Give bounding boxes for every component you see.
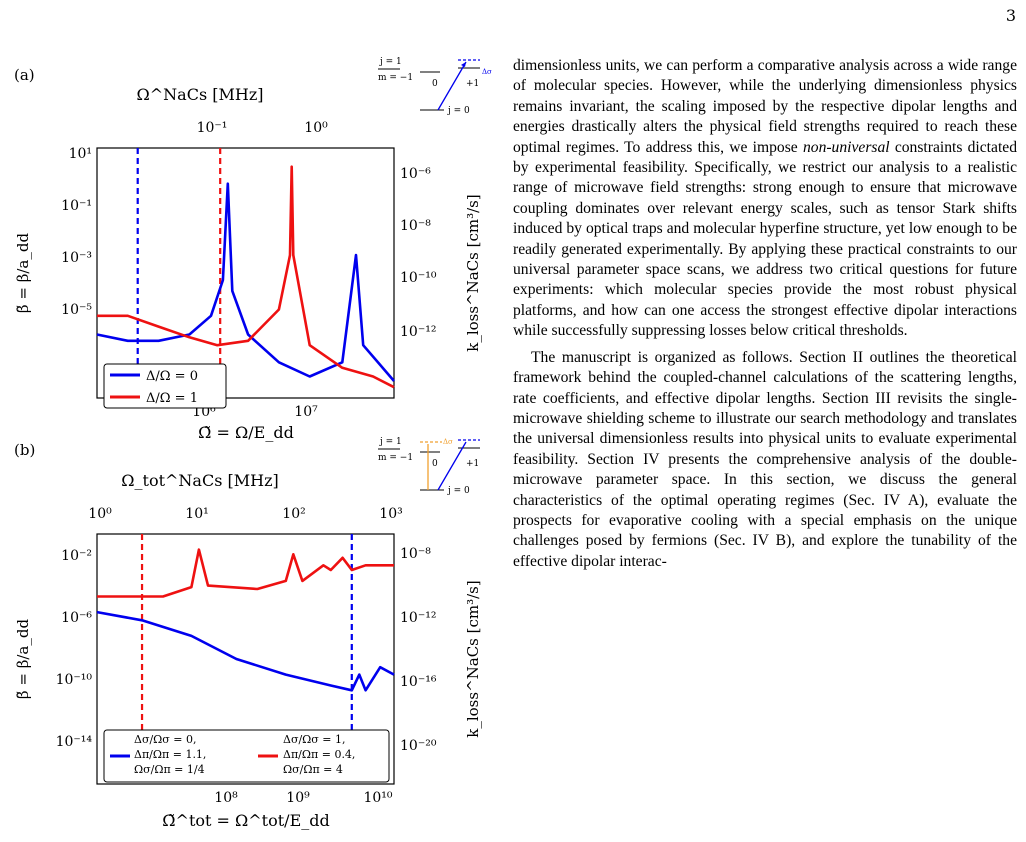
top-tick-a-0: 10⁻¹	[197, 120, 228, 136]
inset-plus1-label: +1	[466, 79, 479, 89]
legend-b-0-line1: Δπ/Ωπ = 1.1,	[134, 748, 206, 761]
top-tick-b-2: 10²	[282, 506, 305, 522]
legend-b: Δσ/Ωσ = 0, Δπ/Ωπ = 1.1, Ωσ/Ωπ = 1/4 Δσ/Ω…	[103, 729, 390, 783]
bottom-tick-b-0: 10⁸	[214, 790, 238, 806]
left-tick-a-1: 10⁻¹	[61, 198, 92, 214]
figure-a: (a) j = 1 m = −1 0 +1 Δσ j = 0 Ω^NaCs [M…	[0, 50, 500, 442]
inset-delta-label: Δσ	[482, 68, 492, 76]
legend-b-0-line0: Δσ/Ωσ = 0,	[134, 733, 197, 746]
legend-b-0-line2: Ωσ/Ωπ = 1/4	[134, 763, 205, 776]
plot-area-a	[96, 148, 395, 398]
figure-b: (b) j = 1 m = −1 0 +1 Δσ j = 0 Ω_tot^NaC…	[0, 430, 500, 842]
panel-label-a: (a)	[14, 66, 35, 84]
figure-a-svg: (a) j = 1 m = −1 0 +1 Δσ j = 0 Ω^NaCs [M…	[14, 57, 492, 442]
legend-b-1-line0: Δσ/Ωσ = 1,	[283, 733, 346, 746]
left-tick-a-2: 10⁻³	[61, 250, 92, 266]
right-ticks-a: 10⁻⁶ 10⁻⁸ 10⁻¹⁰ 10⁻¹²	[400, 166, 437, 340]
inset-j1-label: j = 1	[379, 57, 402, 67]
panel-label-b: (b)	[14, 441, 35, 459]
top-ticks-a: 10⁻¹ 10⁰	[197, 120, 329, 136]
inset-j0-label: j = 0	[447, 106, 470, 116]
bottom-ticks-b: 10⁸ 10⁹ 10¹⁰	[214, 790, 393, 806]
legend-b-1-line2: Ωσ/Ωπ = 4	[283, 763, 343, 776]
legend-b-1-line1: Δπ/Ωπ = 0.4,	[283, 748, 355, 761]
left-tick-a-3: 10⁻⁵	[61, 302, 92, 318]
inset-b-zero-label: 0	[432, 459, 438, 469]
bottom-tick-b-1: 10⁹	[286, 790, 310, 806]
left-ticks-a: 10¹ 10⁻¹ 10⁻³ 10⁻⁵	[61, 146, 92, 318]
top-tick-b-0: 10⁰	[88, 506, 112, 522]
paragraph-1-part-1: dimensionless units, we can perform a co…	[513, 57, 1017, 156]
text-column: dimensionless units, we can perform a co…	[513, 56, 1017, 572]
bottom-tick-b-2: 10¹⁰	[363, 790, 392, 806]
page-number: 3	[1005, 6, 1016, 25]
inset-b-j0-label: j = 0	[447, 486, 470, 496]
bottom-axis-label-a: Ω̃ = Ω/E_dd	[198, 423, 294, 442]
left-tick-b-2: 10⁻¹⁰	[56, 672, 93, 688]
top-ticks-b: 10⁰ 10¹ 10² 10³	[88, 506, 402, 522]
legend-a-0: Δ/Ω = 0	[146, 369, 198, 384]
inset-level-diagram-b: j = 1 m = −1 0 +1 Δσ j = 0	[378, 437, 480, 496]
top-tick-a-1: 10⁰	[304, 120, 328, 136]
left-ticks-b: 10⁻² 10⁻⁶ 10⁻¹⁰ 10⁻¹⁴	[56, 548, 93, 750]
right-axis-label-a: k_loss^NaCs [cm³/s]	[464, 194, 482, 352]
left-axis-label-b: β̃ = β/a_dd	[14, 619, 32, 700]
series-line-0	[96, 182, 395, 382]
top-axis-label-a: Ω^NaCs [MHz]	[137, 85, 264, 104]
left-tick-b-0: 10⁻²	[61, 548, 92, 564]
legend-a: Δ/Ω = 0 Δ/Ω = 1	[103, 363, 227, 409]
top-tick-b-1: 10¹	[185, 506, 208, 522]
inset-b-m-label: m = −1	[378, 453, 413, 463]
paragraph-1-emphasis: non-universal	[802, 138, 890, 156]
top-tick-b-3: 10³	[379, 506, 402, 522]
right-tick-a-1: 10⁻⁸	[400, 218, 431, 234]
plot-area-b	[96, 534, 395, 784]
right-axis-label-b: k_loss^NaCs [cm³/s]	[464, 580, 482, 738]
plot-frame-b	[96, 533, 395, 785]
paragraph-1-part-2: constraints dictated by experimental fea…	[513, 138, 1017, 340]
figure-b-svg: (b) j = 1 m = −1 0 +1 Δσ j = 0 Ω_tot^NaC…	[14, 437, 482, 830]
top-axis-label-b: Ω_tot^NaCs [MHz]	[121, 471, 279, 490]
bottom-axis-label-b: Ω̃^tot = Ω^tot/E_dd	[162, 811, 329, 830]
paragraph-1: dimensionless units, we can perform a co…	[513, 56, 1017, 342]
inset-b-plus1-label: +1	[466, 459, 479, 469]
bottom-tick-a-1: 10⁷	[294, 404, 318, 420]
inset-b-delta-label: Δσ	[443, 438, 453, 446]
series-line-1	[97, 548, 394, 598]
right-tick-a-3: 10⁻¹²	[400, 324, 436, 340]
inset-zero-label: 0	[432, 79, 438, 89]
right-tick-a-0: 10⁻⁶	[400, 166, 431, 182]
right-tick-b-1: 10⁻¹²	[400, 610, 436, 626]
left-tick-b-1: 10⁻⁶	[61, 610, 92, 626]
inset-m-label: m = −1	[378, 73, 413, 83]
paragraph-2: The manuscript is organized as follows. …	[513, 348, 1017, 570]
left-axis-label-a: β̃ = β/a_dd	[14, 233, 32, 314]
plot-frame-a	[96, 147, 395, 399]
series-line-0	[96, 610, 395, 692]
right-tick-b-2: 10⁻¹⁶	[400, 674, 437, 690]
right-tick-b-0: 10⁻⁸	[400, 546, 431, 562]
left-tick-b-3: 10⁻¹⁴	[56, 734, 93, 750]
left-tick-a-0: 10¹	[69, 146, 92, 162]
legend-a-1: Δ/Ω = 1	[146, 391, 198, 406]
right-ticks-b: 10⁻⁸ 10⁻¹² 10⁻¹⁶ 10⁻²⁰	[400, 546, 437, 754]
right-tick-b-3: 10⁻²⁰	[400, 738, 437, 754]
inset-b-j1-label: j = 1	[379, 437, 402, 447]
right-tick-a-2: 10⁻¹⁰	[400, 270, 437, 286]
series-line-1	[97, 165, 395, 389]
inset-level-diagram-a: j = 1 m = −1 0 +1 Δσ j = 0	[378, 57, 492, 116]
